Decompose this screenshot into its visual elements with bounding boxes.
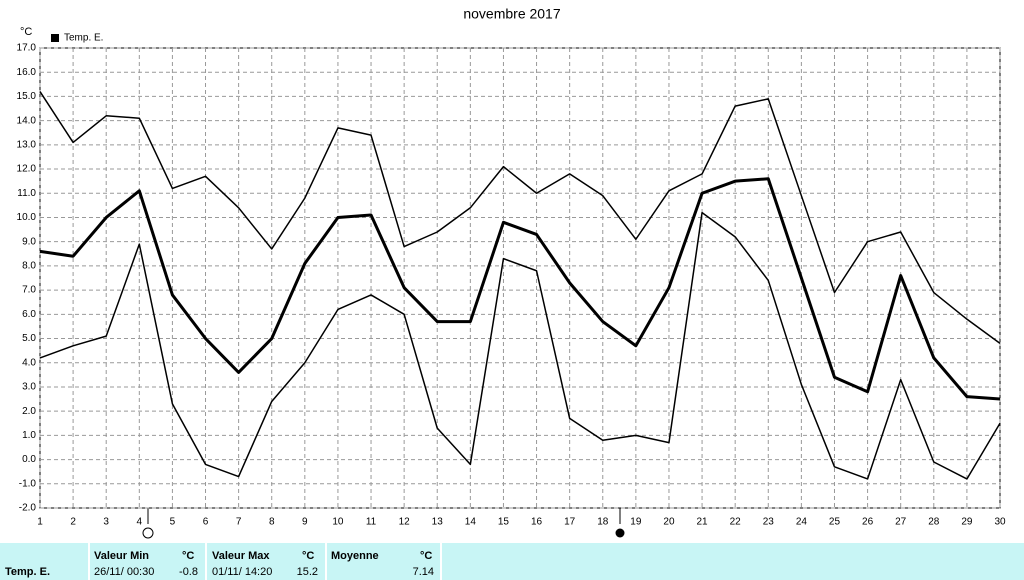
x-tick-label: 27 xyxy=(895,517,907,528)
x-tick-label: 30 xyxy=(994,517,1006,528)
y-tick-label: 4.0 xyxy=(22,357,36,368)
y-tick-label: 5.0 xyxy=(22,333,36,344)
y-tick-label: 12.0 xyxy=(17,164,37,175)
x-tick-label: 21 xyxy=(697,517,709,528)
value: 15.2 xyxy=(296,566,318,578)
y-tick-label: 7.0 xyxy=(22,285,36,296)
x-tick-label: 25 xyxy=(829,517,841,528)
header: Moyenne xyxy=(331,550,379,562)
separator xyxy=(205,543,207,580)
x-tick-label: 15 xyxy=(498,517,510,528)
x-tick-label: 18 xyxy=(597,517,609,528)
legend-label: Temp. E. xyxy=(64,33,103,44)
stats-bar xyxy=(0,543,1024,580)
row-label: Temp. E. xyxy=(5,566,51,578)
y-unit: °C xyxy=(20,26,32,38)
x-tick-label: 4 xyxy=(137,517,143,528)
x-tick-label: 1 xyxy=(37,517,43,528)
y-tick-label: 14.0 xyxy=(17,115,37,126)
date: 26/11/ 00:30 xyxy=(94,566,155,578)
x-tick-label: 10 xyxy=(332,517,344,528)
x-tick-label: 29 xyxy=(961,517,973,528)
x-tick-label: 6 xyxy=(203,517,209,528)
x-tick-label: 20 xyxy=(663,517,675,528)
y-tick-label: 11.0 xyxy=(17,188,36,199)
y-tick-label: -2.0 xyxy=(19,503,37,514)
separator xyxy=(440,543,442,580)
y-tick-label: 2.0 xyxy=(22,406,36,417)
x-tick-label: 12 xyxy=(399,517,411,528)
separator xyxy=(88,543,90,580)
y-tick-label: 3.0 xyxy=(22,382,36,393)
x-tick-label: 17 xyxy=(564,517,576,528)
separator xyxy=(325,543,327,580)
x-tick-label: 2 xyxy=(70,517,76,528)
x-tick-label: 14 xyxy=(465,517,477,528)
x-tick-label: 28 xyxy=(928,517,940,528)
x-tick-label: 16 xyxy=(531,517,543,528)
min-line xyxy=(39,211,1001,480)
y-tick-label: 0.0 xyxy=(22,454,36,465)
y-tick-label: 17.0 xyxy=(17,43,37,54)
plot-frame xyxy=(39,47,1001,509)
y-tick-label: 13.0 xyxy=(17,139,37,150)
moon-new xyxy=(615,528,625,538)
y-tick-label: 16.0 xyxy=(17,67,37,78)
mean-line xyxy=(39,177,1001,401)
x-tick-label: 3 xyxy=(103,517,109,528)
x-tick-label: 22 xyxy=(730,517,742,528)
chart: novembre 2017 °C Temp. E. -2.0 -1.0 0.0 1.0… xyxy=(17,6,1006,539)
y-tick-label: 6.0 xyxy=(22,309,36,320)
value: 7.14 xyxy=(412,566,434,578)
unit: °C xyxy=(420,550,433,562)
y-tick-label: 10.0 xyxy=(17,212,37,223)
x-tick-label: 11 xyxy=(366,517,377,528)
moon-full xyxy=(142,527,154,539)
chart-title: novembre 2017 xyxy=(463,6,561,22)
x-tick-label: 24 xyxy=(796,517,808,528)
header: Valeur Max xyxy=(212,550,270,562)
unit: °C xyxy=(182,550,195,562)
x-tick-label: 7 xyxy=(236,517,242,528)
y-tick-label: -1.0 xyxy=(19,478,37,489)
legend-swatch xyxy=(51,34,59,42)
date: 01/11/ 14:20 xyxy=(212,566,273,578)
y-tick-label: 15.0 xyxy=(17,91,37,102)
header: Valeur Min xyxy=(94,550,150,562)
value: -0.8 xyxy=(179,566,198,578)
y-tick-label: 9.0 xyxy=(22,236,36,247)
x-tick-label: 26 xyxy=(862,517,874,528)
x-tick-label: 9 xyxy=(302,517,308,528)
x-tick-label: 8 xyxy=(269,517,275,528)
max-line xyxy=(39,91,1001,344)
x-tick-label: 19 xyxy=(630,517,642,528)
y-tick-label: 1.0 xyxy=(22,430,36,441)
y-tick-label: 8.0 xyxy=(22,261,36,272)
x-tick-label: 13 xyxy=(432,517,444,528)
x-tick-label: 5 xyxy=(170,517,176,528)
x-tick-label: 23 xyxy=(763,517,775,528)
unit: °C xyxy=(302,550,315,562)
